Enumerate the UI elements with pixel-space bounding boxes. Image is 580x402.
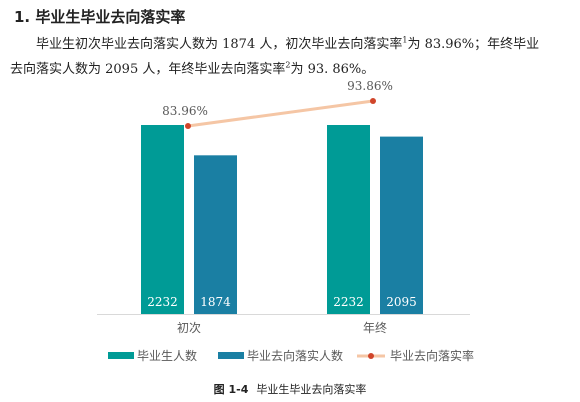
legend-label-graduates: 毕业生人数 [137, 348, 197, 363]
legend-swatch-rate-marker [368, 353, 374, 359]
bar-value-label: 2232 [147, 295, 178, 309]
bar-value-label: 2232 [333, 295, 364, 309]
bar-placed [380, 136, 423, 314]
rate-line [187, 99, 374, 128]
rate-point [185, 123, 191, 129]
figure-number: 图 1-4 [213, 383, 249, 396]
bar-graduates [141, 125, 184, 314]
footnote-marker-2: 2 [285, 60, 291, 70]
footnote-marker-1: 1 [402, 35, 408, 45]
legend-label-rate: 毕业去向落实率 [390, 348, 474, 363]
paragraph-text-2a: 去向落实人数为 2095 人，年终毕业去向落实率 [10, 62, 286, 77]
bar-graduates [327, 125, 370, 314]
bar-placed [194, 155, 237, 314]
placement-rate-chart: 2232 1874 初次 2232 2095 年终 83.96% 93.86% 毕业生人数 毕业去… [97, 79, 474, 363]
paragraph-line-1: 毕业生初次毕业去向落实人数为 1874 人，初次毕业去向落实率1为 83.96%… [10, 32, 566, 57]
figure-caption: 图 1-4 毕业生毕业去向落实率 [0, 381, 580, 397]
rate-point [370, 98, 376, 104]
category-label: 初次 [177, 321, 201, 335]
bar-value-label: 1874 [200, 295, 231, 309]
summary-paragraph: 毕业生初次毕业去向落实人数为 1874 人，初次毕业去向落实率1为 83.96%… [10, 32, 566, 82]
figure-title: 毕业生毕业去向落实率 [256, 383, 367, 396]
legend-swatch-graduates [108, 352, 134, 359]
paragraph-text-1b: 为 83.96%；年终毕业 [407, 37, 540, 52]
category-label: 年终 [363, 320, 387, 335]
rate-value-label: 93.86% [347, 79, 393, 93]
rate-value-label: 83.96% [162, 104, 208, 118]
paragraph-text-2b: 为 93. 86%。 [290, 62, 375, 77]
bar-value-label: 2095 [386, 295, 417, 309]
legend-swatch-placed [218, 352, 244, 359]
section-number: 1. [14, 8, 31, 26]
legend-label-placed: 毕业去向落实人数 [247, 348, 343, 363]
section-title: 毕业生毕业去向落实率 [35, 8, 186, 26]
paragraph-text-1a: 毕业生初次毕业去向落实人数为 1874 人，初次毕业去向落实率 [36, 37, 403, 52]
paragraph-line-2: 去向落实人数为 2095 人，年终毕业去向落实率2为 93. 86%。 [10, 57, 566, 82]
section-heading: 1. 毕业生毕业去向落实率 [14, 6, 185, 27]
